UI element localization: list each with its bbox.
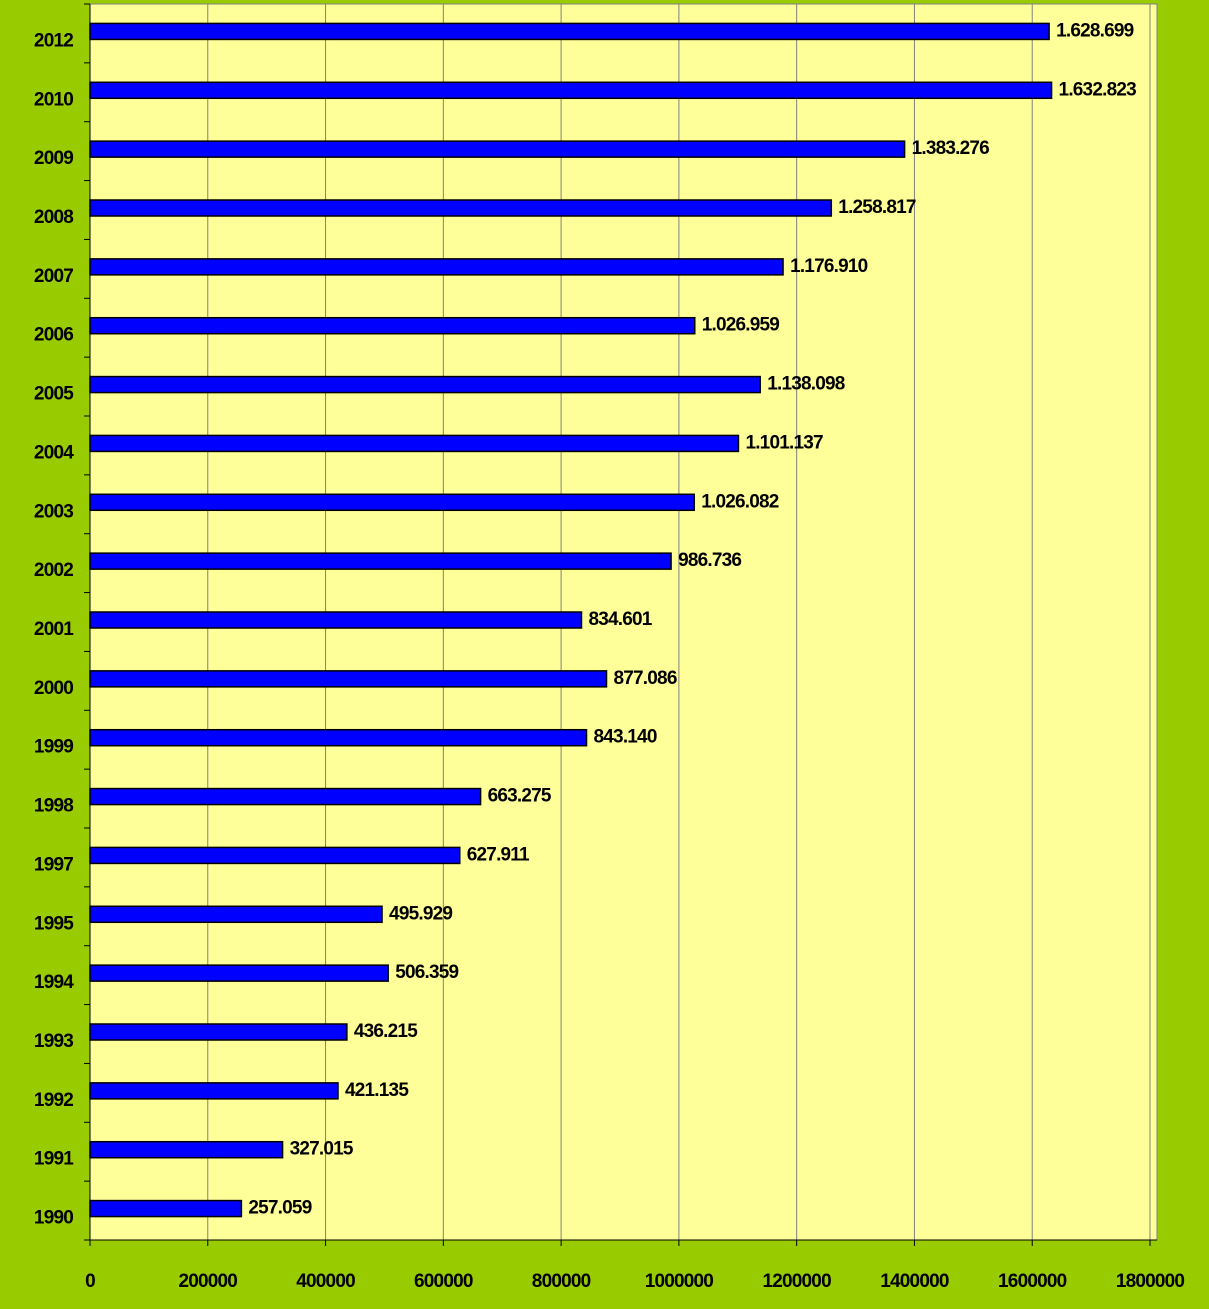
y-tick-label: 2006 [34, 325, 73, 346]
bar [89, 1082, 339, 1100]
data-label: 506.359 [395, 962, 458, 983]
data-label: 1.258.817 [838, 197, 916, 218]
y-tick-label: 2009 [34, 148, 73, 169]
bar [89, 1140, 284, 1159]
bar [89, 258, 784, 276]
bar [89, 375, 761, 394]
bar [89, 1023, 348, 1041]
data-label: 495.929 [389, 903, 452, 924]
y-tick-label: 2001 [34, 619, 74, 640]
y-tick-label: 1997 [34, 854, 73, 875]
x-tick-label: 400000 [296, 1271, 355, 1292]
y-tick-label: 2008 [34, 207, 73, 228]
bar [89, 140, 906, 158]
y-tick-label: 2003 [34, 501, 73, 522]
y-tick-label: 1993 [34, 1031, 73, 1052]
data-label: 421.135 [345, 1080, 409, 1101]
x-tick-label: 1800000 [1116, 1271, 1185, 1292]
bar [89, 728, 588, 747]
bar [89, 611, 583, 629]
x-tick-label: 800000 [532, 1271, 591, 1292]
data-label: 1.632.823 [1059, 79, 1137, 100]
y-tick-label: 2000 [34, 678, 73, 699]
data-label: 1.628.699 [1056, 20, 1134, 41]
bar [89, 787, 482, 806]
bar [89, 670, 608, 688]
data-label: 843.140 [594, 727, 657, 748]
bar [89, 1199, 243, 1218]
data-label: 834.601 [588, 609, 652, 630]
y-tick-label: 1994 [34, 972, 74, 993]
bar [89, 964, 389, 982]
y-tick-label: 2007 [34, 266, 73, 287]
data-label: 877.086 [614, 668, 677, 689]
y-tick-label: 2010 [34, 89, 73, 110]
bar [89, 434, 740, 453]
bar [89, 905, 383, 924]
y-tick-label: 2005 [34, 384, 74, 405]
y-tick-label: 2012 [34, 30, 73, 51]
y-tick-label: 2002 [34, 560, 73, 581]
data-label: 627.911 [467, 844, 530, 865]
data-label: 1.101.137 [745, 432, 823, 453]
y-tick-label: 1999 [34, 737, 73, 758]
x-tick-label: 0 [85, 1271, 95, 1292]
y-tick-label: 1990 [34, 1208, 73, 1229]
data-label: 327.015 [290, 1139, 354, 1160]
data-label: 1.138.098 [767, 374, 845, 395]
x-tick-label: 600000 [414, 1271, 473, 1292]
data-label: 1.026.959 [702, 315, 780, 336]
y-tick-label: 1991 [34, 1149, 74, 1170]
data-label: 663.275 [488, 786, 552, 807]
data-label: 986.736 [678, 550, 741, 571]
bar [89, 552, 672, 570]
bar [89, 316, 696, 335]
y-tick-label: 1998 [34, 796, 73, 817]
data-label: 257.059 [248, 1198, 311, 1219]
y-tick-label: 1992 [34, 1090, 73, 1111]
bar [89, 22, 1050, 41]
bar [89, 846, 461, 865]
x-tick-label: 1400000 [880, 1271, 949, 1292]
bar [89, 81, 1053, 100]
data-label: 1.383.276 [912, 138, 990, 159]
y-tick-label: 1995 [34, 913, 74, 934]
x-tick-label: 1000000 [645, 1271, 714, 1292]
x-tick-label: 200000 [178, 1271, 237, 1292]
x-tick-label: 1600000 [998, 1271, 1067, 1292]
y-tick-label: 2004 [34, 442, 74, 463]
bar [89, 199, 833, 217]
bar [89, 493, 695, 512]
data-label: 436.215 [354, 1021, 418, 1042]
data-label: 1.026.082 [701, 491, 779, 512]
data-label: 1.176.910 [790, 256, 868, 277]
x-tick-label: 1200000 [762, 1271, 831, 1292]
